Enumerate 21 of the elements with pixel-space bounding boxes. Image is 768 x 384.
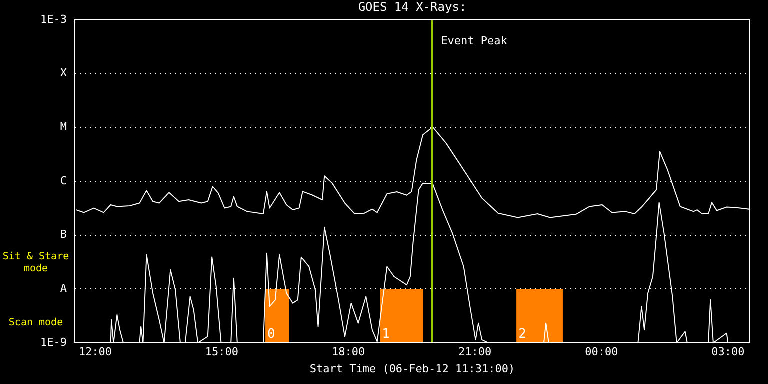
text: Scan mode <box>8 318 64 329</box>
ref-line-label: Event Peak <box>441 34 508 48</box>
x-axis-title: Start Time (06-Feb-12 11:31:00) <box>310 362 516 376</box>
chart-title: GOES 14 X-Rays: <box>358 0 467 14</box>
y-tick-label: A <box>60 282 68 296</box>
x-tick-label: 21:00 <box>458 345 492 358</box>
x-tick-label: 15:00 <box>205 345 239 358</box>
y-tick-label: B <box>60 228 68 242</box>
y-tick-label: C <box>60 174 67 188</box>
x-tick-label: 12:00 <box>78 345 112 358</box>
y-tick-label: X <box>60 66 68 80</box>
text: Sit & Stare mode <box>2 252 70 275</box>
y-tick-label: M <box>60 120 68 134</box>
x-tick-label: 00:00 <box>585 345 618 358</box>
y-tick-label: 1E-3 <box>40 12 67 26</box>
band-label: 1 <box>382 326 390 342</box>
x-tick-label: 18:00 <box>332 345 366 358</box>
band-label: 2 <box>518 326 526 342</box>
x-tick-label: 03:00 <box>712 345 745 358</box>
y-tick-label: 1E-9 <box>40 336 67 349</box>
band-label: 0 <box>268 326 276 342</box>
